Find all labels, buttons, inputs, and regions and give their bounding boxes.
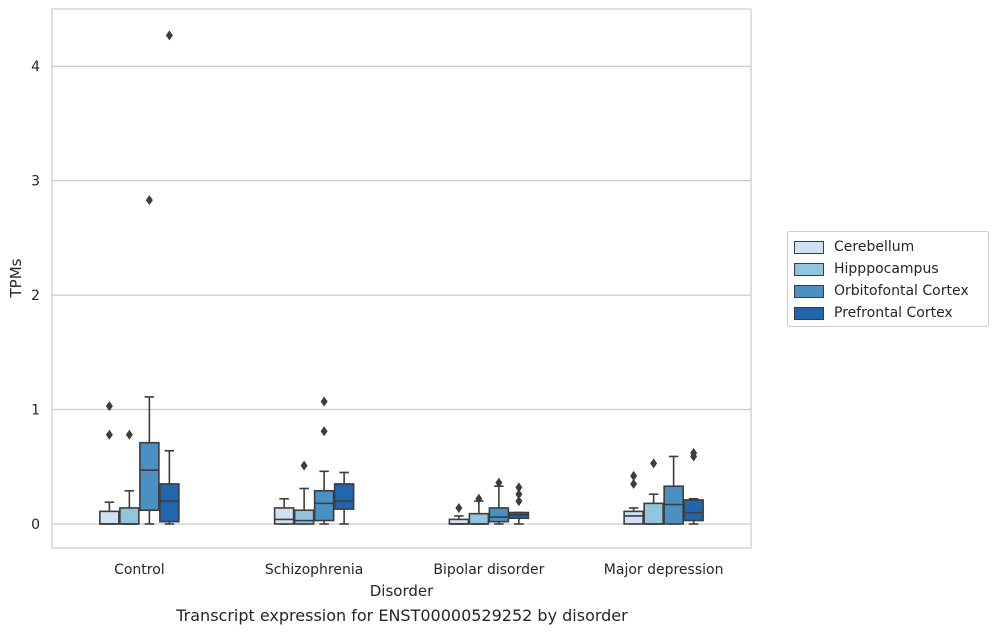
box	[643, 502, 664, 525]
box-cerebellum-0	[99, 401, 120, 525]
legend-swatch	[794, 262, 824, 276]
x-tick-label: Major depression	[604, 562, 724, 578]
y-tick-label: 4	[31, 59, 40, 75]
legend-item: Orbitofontal Cortex	[794, 280, 982, 302]
box-cerebellum-1	[273, 497, 295, 525]
box	[273, 507, 295, 525]
box-orbitofontal-cortex-2	[488, 477, 510, 525]
legend-swatch	[794, 240, 824, 254]
outlier-point	[515, 489, 523, 500]
box	[683, 499, 704, 522]
box-prefrontal-cortex-3	[683, 448, 704, 525]
outlier-point	[105, 429, 113, 440]
legend: Cerebellum Hipppocampus Orbitofontal Corte…	[787, 231, 989, 327]
outlier-point	[650, 458, 658, 469]
outlier-point	[515, 482, 523, 493]
box	[293, 509, 315, 525]
x-tick-label: Control	[114, 562, 165, 578]
box	[333, 483, 355, 510]
outlier-point	[105, 401, 113, 412]
legend-item: Hipppocampus	[794, 258, 982, 280]
legend-swatch	[794, 284, 824, 298]
x-tick-label: Bipolar disorder	[433, 562, 544, 578]
box-cerebellum-2	[448, 502, 470, 525]
box-hipppocampus-1	[293, 460, 315, 525]
box-orbitofontal-cortex-0	[139, 195, 160, 525]
box-groups	[99, 30, 704, 525]
outlier-point	[475, 493, 483, 504]
box-hipppocampus-2	[468, 493, 490, 525]
legend-label: Hipppocampus	[834, 261, 939, 277]
box-orbitofontal-cortex-3	[663, 455, 684, 525]
outlier-point	[630, 470, 638, 481]
outlier-point	[320, 396, 328, 407]
box	[313, 489, 335, 522]
x-axis-label: Disorder	[370, 582, 434, 600]
y-tick-label: 2	[31, 288, 40, 304]
box-prefrontal-cortex-2	[508, 482, 530, 525]
outlier-point	[515, 496, 523, 507]
box	[468, 512, 490, 525]
outlier-point	[455, 502, 463, 513]
legend-label: Cerebellum	[834, 239, 915, 255]
box-prefrontal-cortex-0	[159, 30, 180, 525]
y-tick-label: 1	[31, 403, 40, 419]
legend-item: Prefrontal Cortex	[794, 302, 982, 324]
outlier-point	[320, 426, 328, 437]
outlier-point	[630, 478, 638, 489]
box-hipppocampus-3	[643, 458, 664, 525]
y-tick-label: 0	[31, 517, 40, 533]
legend-label: Prefrontal Cortex	[834, 305, 953, 321]
box-hipppocampus-0	[119, 429, 140, 525]
outlier-point	[690, 448, 698, 459]
outlier-point	[125, 429, 133, 440]
legend-label: Orbitofontal Cortex	[834, 283, 969, 299]
legend-swatch	[794, 306, 824, 320]
outlier-point	[495, 477, 503, 488]
y-axis-label: TPMs	[7, 258, 25, 298]
box	[159, 483, 180, 523]
box-orbitofontal-cortex-1	[313, 396, 335, 525]
y-tick-labels: 0 1 2 3 4	[31, 59, 40, 533]
box	[488, 507, 510, 523]
box-prefrontal-cortex-1	[333, 471, 355, 525]
x-tick-label: Schizophrenia	[265, 562, 363, 578]
outlier-point	[300, 460, 308, 471]
box	[139, 441, 160, 512]
box	[99, 510, 120, 525]
plot-frame	[51, 8, 752, 549]
outlier-point	[145, 195, 153, 206]
box	[623, 510, 644, 525]
chart-title: Transcript expression for ENST0000052925…	[176, 606, 628, 625]
y-tick-label: 3	[31, 174, 40, 190]
box	[119, 507, 140, 525]
x-tick-labels: Control Schizophrenia Bipolar disorder Majo…	[114, 562, 723, 578]
legend-item: Cerebellum	[794, 236, 982, 258]
box-cerebellum-3	[623, 470, 644, 525]
outlier-point	[165, 30, 173, 41]
